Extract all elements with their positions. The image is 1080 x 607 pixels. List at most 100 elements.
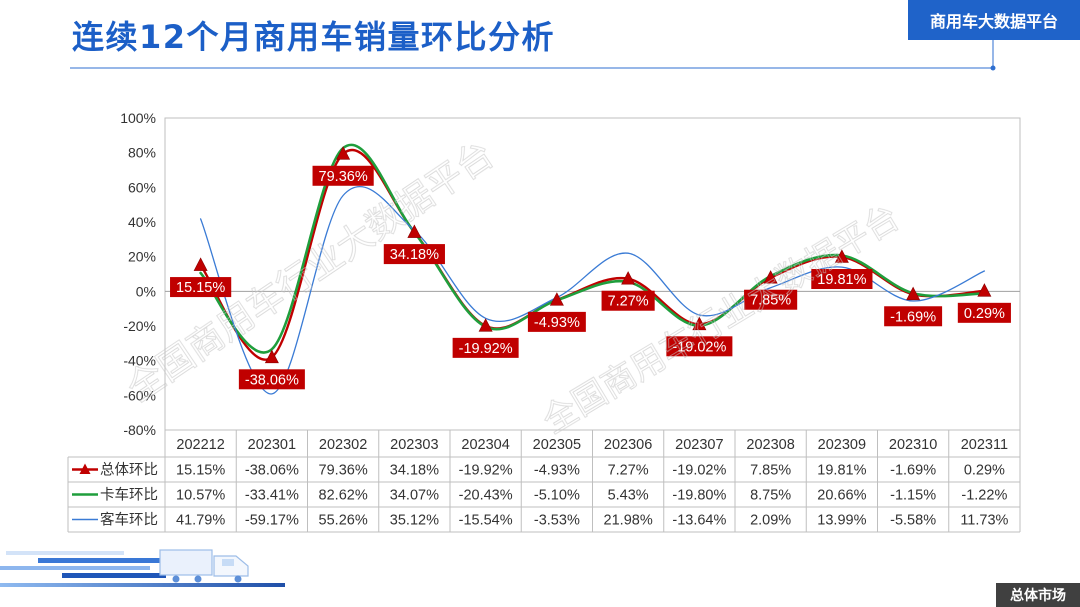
data-label: 79.36% <box>312 165 374 186</box>
legend-series-name: 总体环比 <box>100 462 158 479</box>
data-label: -38.06% <box>238 369 305 390</box>
data-label-box <box>312 165 374 186</box>
data-label-box <box>383 244 445 265</box>
legend-series-name: 客车环比 <box>100 512 158 529</box>
x-category-label: 202308 <box>746 437 794 453</box>
watermark-group: 全国商用车行业大数据平台 全国商用车行业大数据平台 <box>119 133 906 442</box>
data-label-box <box>527 311 586 332</box>
table-cell: 21.98% <box>604 513 653 529</box>
table-cell: -33.41% <box>245 488 299 504</box>
legend-key <box>72 463 98 474</box>
table-cell: 7.85% <box>750 463 791 479</box>
table-cell: -19.02% <box>672 463 726 479</box>
table-cell: -13.64% <box>672 513 726 529</box>
table-cell: 20.66% <box>817 488 866 504</box>
table-cell: 8.75% <box>750 488 791 504</box>
platform-badge: 商用车大数据平台 <box>908 0 1080 40</box>
data-point-marker <box>407 224 422 238</box>
table-cell: -4.93% <box>534 463 580 479</box>
data-label-text: 7.27% <box>608 294 649 310</box>
watermark-text: 全国商用车行业大数据平台 <box>120 133 501 409</box>
data-label: -1.69% <box>884 306 943 327</box>
table-cell: -19.92% <box>459 463 513 479</box>
table-cell: 82.62% <box>319 488 368 504</box>
data-label: -19.02% <box>666 336 733 357</box>
x-category-label: 202301 <box>248 437 296 453</box>
y-tick-label: -80% <box>123 422 156 438</box>
table-cell: -20.43% <box>459 488 513 504</box>
table-cell: 35.12% <box>390 513 439 529</box>
data-label: -4.93% <box>527 311 586 332</box>
y-tick-label: 60% <box>128 179 156 195</box>
table-cell: 15.15% <box>176 463 225 479</box>
table-cell: -5.10% <box>534 488 580 504</box>
data-label-text: 0.29% <box>964 306 1005 322</box>
x-category-label: 202212 <box>176 437 224 453</box>
data-label-text: 19.81% <box>817 272 866 288</box>
table-cell: -3.53% <box>534 513 580 529</box>
y-tick-label: -20% <box>123 318 156 334</box>
table-cell: -5.58% <box>890 513 936 529</box>
data-label: 15.15% <box>170 277 232 298</box>
data-label: 34.18% <box>383 244 445 265</box>
data-label-box <box>884 306 943 327</box>
table-cell: -1.69% <box>890 463 936 479</box>
table-cell: -19.80% <box>672 488 726 504</box>
table-cell: 55.26% <box>319 513 368 529</box>
data-point-marker <box>336 146 351 160</box>
table-cell: 11.73% <box>960 513 1008 529</box>
table-cell: 79.36% <box>319 463 368 479</box>
page-title: 连续12个月商用车销量环比分析 <box>72 18 556 56</box>
y-tick-label: -40% <box>123 353 156 369</box>
data-label: -19.92% <box>452 337 519 358</box>
y-tick-label: 100% <box>120 110 156 126</box>
data-label-box <box>811 268 873 289</box>
table-cell: 7.27% <box>608 463 649 479</box>
data-point-marker <box>193 257 208 271</box>
data-label-box <box>666 336 733 357</box>
table-cell: 34.07% <box>390 488 439 504</box>
table-cell: 0.29% <box>964 463 1005 479</box>
table-cell: 10.57% <box>176 488 225 504</box>
x-category-label: 202310 <box>889 437 937 453</box>
x-category-label: 202304 <box>461 437 509 453</box>
data-label-box <box>957 302 1011 323</box>
data-label-text: -19.92% <box>459 341 513 357</box>
data-point-marker <box>478 318 493 332</box>
data-label-text: -1.69% <box>890 309 936 325</box>
data-label-box <box>601 290 655 311</box>
table-cell: 34.18% <box>390 463 439 479</box>
data-label: 7.27% <box>601 290 655 311</box>
table-cell: -59.17% <box>245 513 299 529</box>
data-label-box <box>238 369 305 390</box>
data-label: 0.29% <box>957 302 1011 323</box>
data-label-text: -19.02% <box>672 339 726 355</box>
data-label-box <box>744 289 798 310</box>
data-table: 202212 202301 202302 202303 202304 202305 2023… <box>67 430 1021 533</box>
section-badge: 总体市场 <box>996 583 1080 607</box>
x-category-label: 202309 <box>818 437 866 453</box>
table-cell: 2.09% <box>750 513 791 529</box>
x-category-label: 202303 <box>390 437 438 453</box>
data-point-marker <box>763 270 778 284</box>
y-tick-label: -60% <box>123 387 156 403</box>
x-category-label: 202311 <box>961 437 1008 453</box>
data-label: 7.85% <box>744 289 798 310</box>
decorative-truck-graphic <box>0 549 285 587</box>
data-label-box <box>170 277 232 298</box>
y-tick-label: 80% <box>128 145 156 161</box>
data-point-marker <box>906 286 921 301</box>
data-point-marker <box>621 271 636 285</box>
table-cell: -38.06% <box>245 463 299 479</box>
watermark-text: 全国商用车行业大数据平台 <box>537 198 906 441</box>
data-label-text: 79.36% <box>319 169 368 185</box>
legend-key-marker <box>79 463 91 474</box>
table-cell: -1.22% <box>961 488 1007 504</box>
x-category-label: 202306 <box>604 437 652 453</box>
data-label-box <box>452 337 519 358</box>
legend-series-name: 卡车环比 <box>100 487 158 504</box>
table-cell: 41.79% <box>176 513 225 529</box>
x-category-label: 202307 <box>675 437 723 453</box>
table-cell: 13.99% <box>817 513 866 529</box>
